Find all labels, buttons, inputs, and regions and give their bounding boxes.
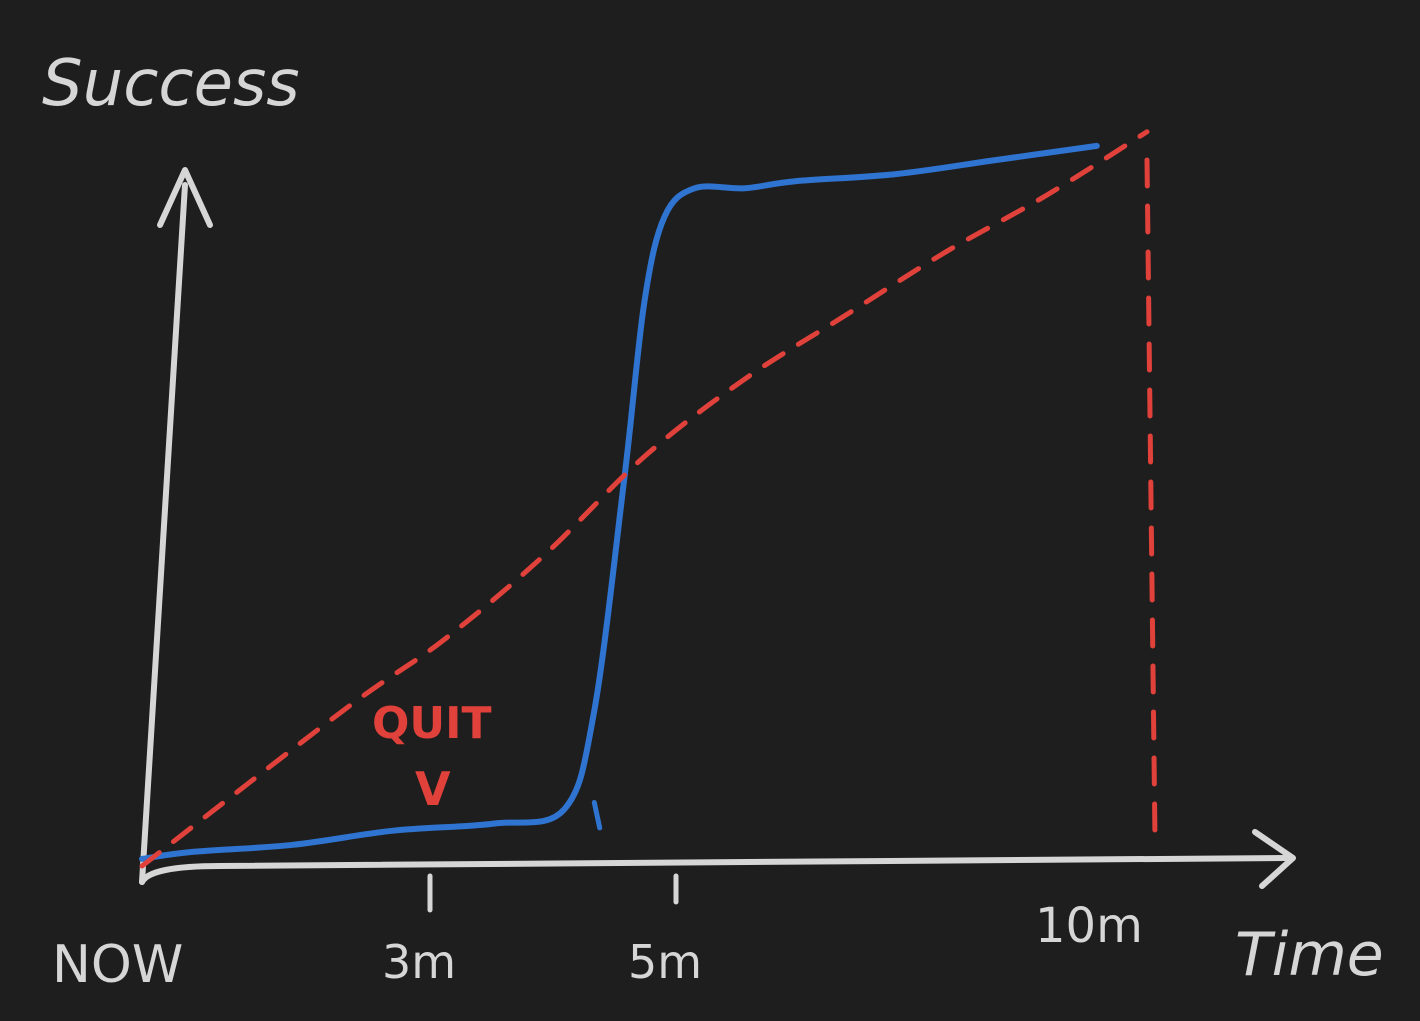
x-axis-label: Time — [1235, 920, 1384, 990]
y-axis-line — [139, 182, 188, 885]
x-tick-label-10m: 10m — [1035, 898, 1143, 954]
quit-arrow-annotation: V — [415, 762, 451, 816]
y-axis-arrow-icon — [157, 167, 213, 228]
series-line-solid — [139, 142, 1100, 862]
y-axis-label: Success — [42, 47, 300, 121]
x-tick-label-3m: 3m — [382, 935, 456, 989]
x-tick-label-5m: 5m — [628, 935, 702, 989]
quit-annotation: QUIT — [372, 698, 492, 749]
series-line-dashed — [139, 129, 1150, 869]
marker-layer — [591, 157, 1158, 843]
vertical-marker-0 — [591, 800, 605, 843]
x-tick-label-now: NOW — [52, 935, 183, 995]
x-axis-arrow-icon — [1252, 829, 1296, 889]
vertical-marker-1 — [1144, 157, 1158, 843]
x-axis-line — [139, 855, 1288, 885]
series-layer — [139, 129, 1150, 869]
